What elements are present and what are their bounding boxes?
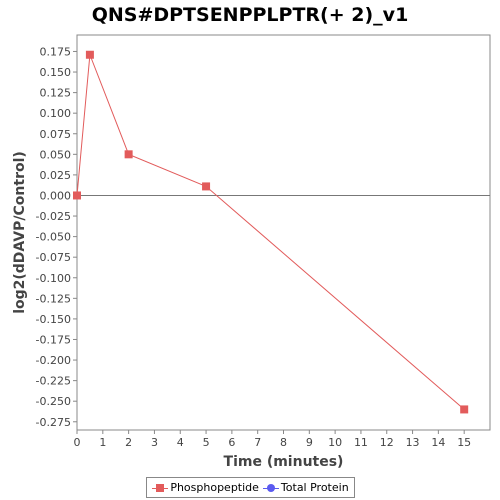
legend-item-total-protein: Total Protein [262, 481, 349, 494]
y-tick-label: 0.025 [40, 169, 72, 182]
x-axis-label: Time (minutes) [224, 454, 344, 470]
plot-area: 0.175 0.150 0.125 0.100 0.075 0.050 0.025 0.000… [12, 34, 491, 470]
x-tick-label: 0 [74, 436, 81, 449]
data-point [73, 191, 81, 200]
x-tick-label: 9 [306, 436, 313, 449]
x-tick-label: 10 [328, 436, 342, 449]
y-tick-label: -0.150 [36, 313, 71, 326]
x-tick-label: 7 [254, 436, 261, 449]
data-point [202, 182, 211, 191]
y-tick-label: 0.000 [40, 189, 72, 202]
plot-border [76, 34, 491, 431]
y-tick-label: 0.100 [40, 107, 72, 120]
x-tick-label: 5 [203, 436, 210, 449]
y-tick-label: 0.125 [40, 87, 72, 100]
y-tick-label: 0.175 [40, 45, 72, 58]
y-tick-label: -0.050 [36, 231, 71, 244]
x-tick-label: 1 [99, 436, 106, 449]
legend: Phosphopeptide Total Protein [146, 477, 355, 498]
x-tick-label: 15 [457, 436, 471, 449]
x-tick-label: 6 [228, 436, 235, 449]
y-tick-label: 0.150 [40, 66, 72, 79]
y-tick-label: -0.100 [36, 272, 71, 285]
legend-item-phosphopeptide: Phosphopeptide [152, 481, 259, 494]
y-tick-label: 0.075 [40, 128, 72, 141]
legend-circle-marker-icon [262, 483, 279, 493]
data-point [85, 50, 94, 59]
y-tick-label: -0.175 [36, 333, 71, 346]
x-tick-label: 3 [151, 436, 158, 449]
y-tick-label: -0.025 [36, 210, 71, 223]
x-tick-label: 4 [177, 436, 184, 449]
x-tick-label: 13 [406, 436, 420, 449]
y-tick-label: -0.250 [36, 395, 71, 408]
legend-label-phosphopeptide: Phosphopeptide [170, 481, 259, 494]
data-point [124, 150, 133, 159]
x-tick-label: 8 [280, 436, 287, 449]
legend-square-marker-icon [152, 483, 169, 493]
x-tick-label: 2 [125, 436, 132, 449]
chart-title: QNS#DPTSENPPLPTR(+ 2)_v1 [91, 4, 409, 26]
x-tick-label: 14 [431, 436, 445, 449]
y-tick-label: -0.200 [36, 354, 71, 367]
x-tick-label: 11 [354, 436, 368, 449]
y-tick-label: -0.225 [36, 375, 71, 388]
legend-label-total-protein: Total Protein [280, 481, 349, 494]
y-tick-label: -0.275 [36, 416, 71, 429]
y-tick-label: -0.125 [36, 292, 71, 305]
x-tick-label: 12 [380, 436, 394, 449]
y-tick-label: 0.050 [40, 148, 72, 161]
y-axis-label: log2(dDAVP/Control) [12, 151, 28, 314]
data-point [460, 405, 469, 414]
y-tick-label: -0.075 [36, 251, 71, 264]
